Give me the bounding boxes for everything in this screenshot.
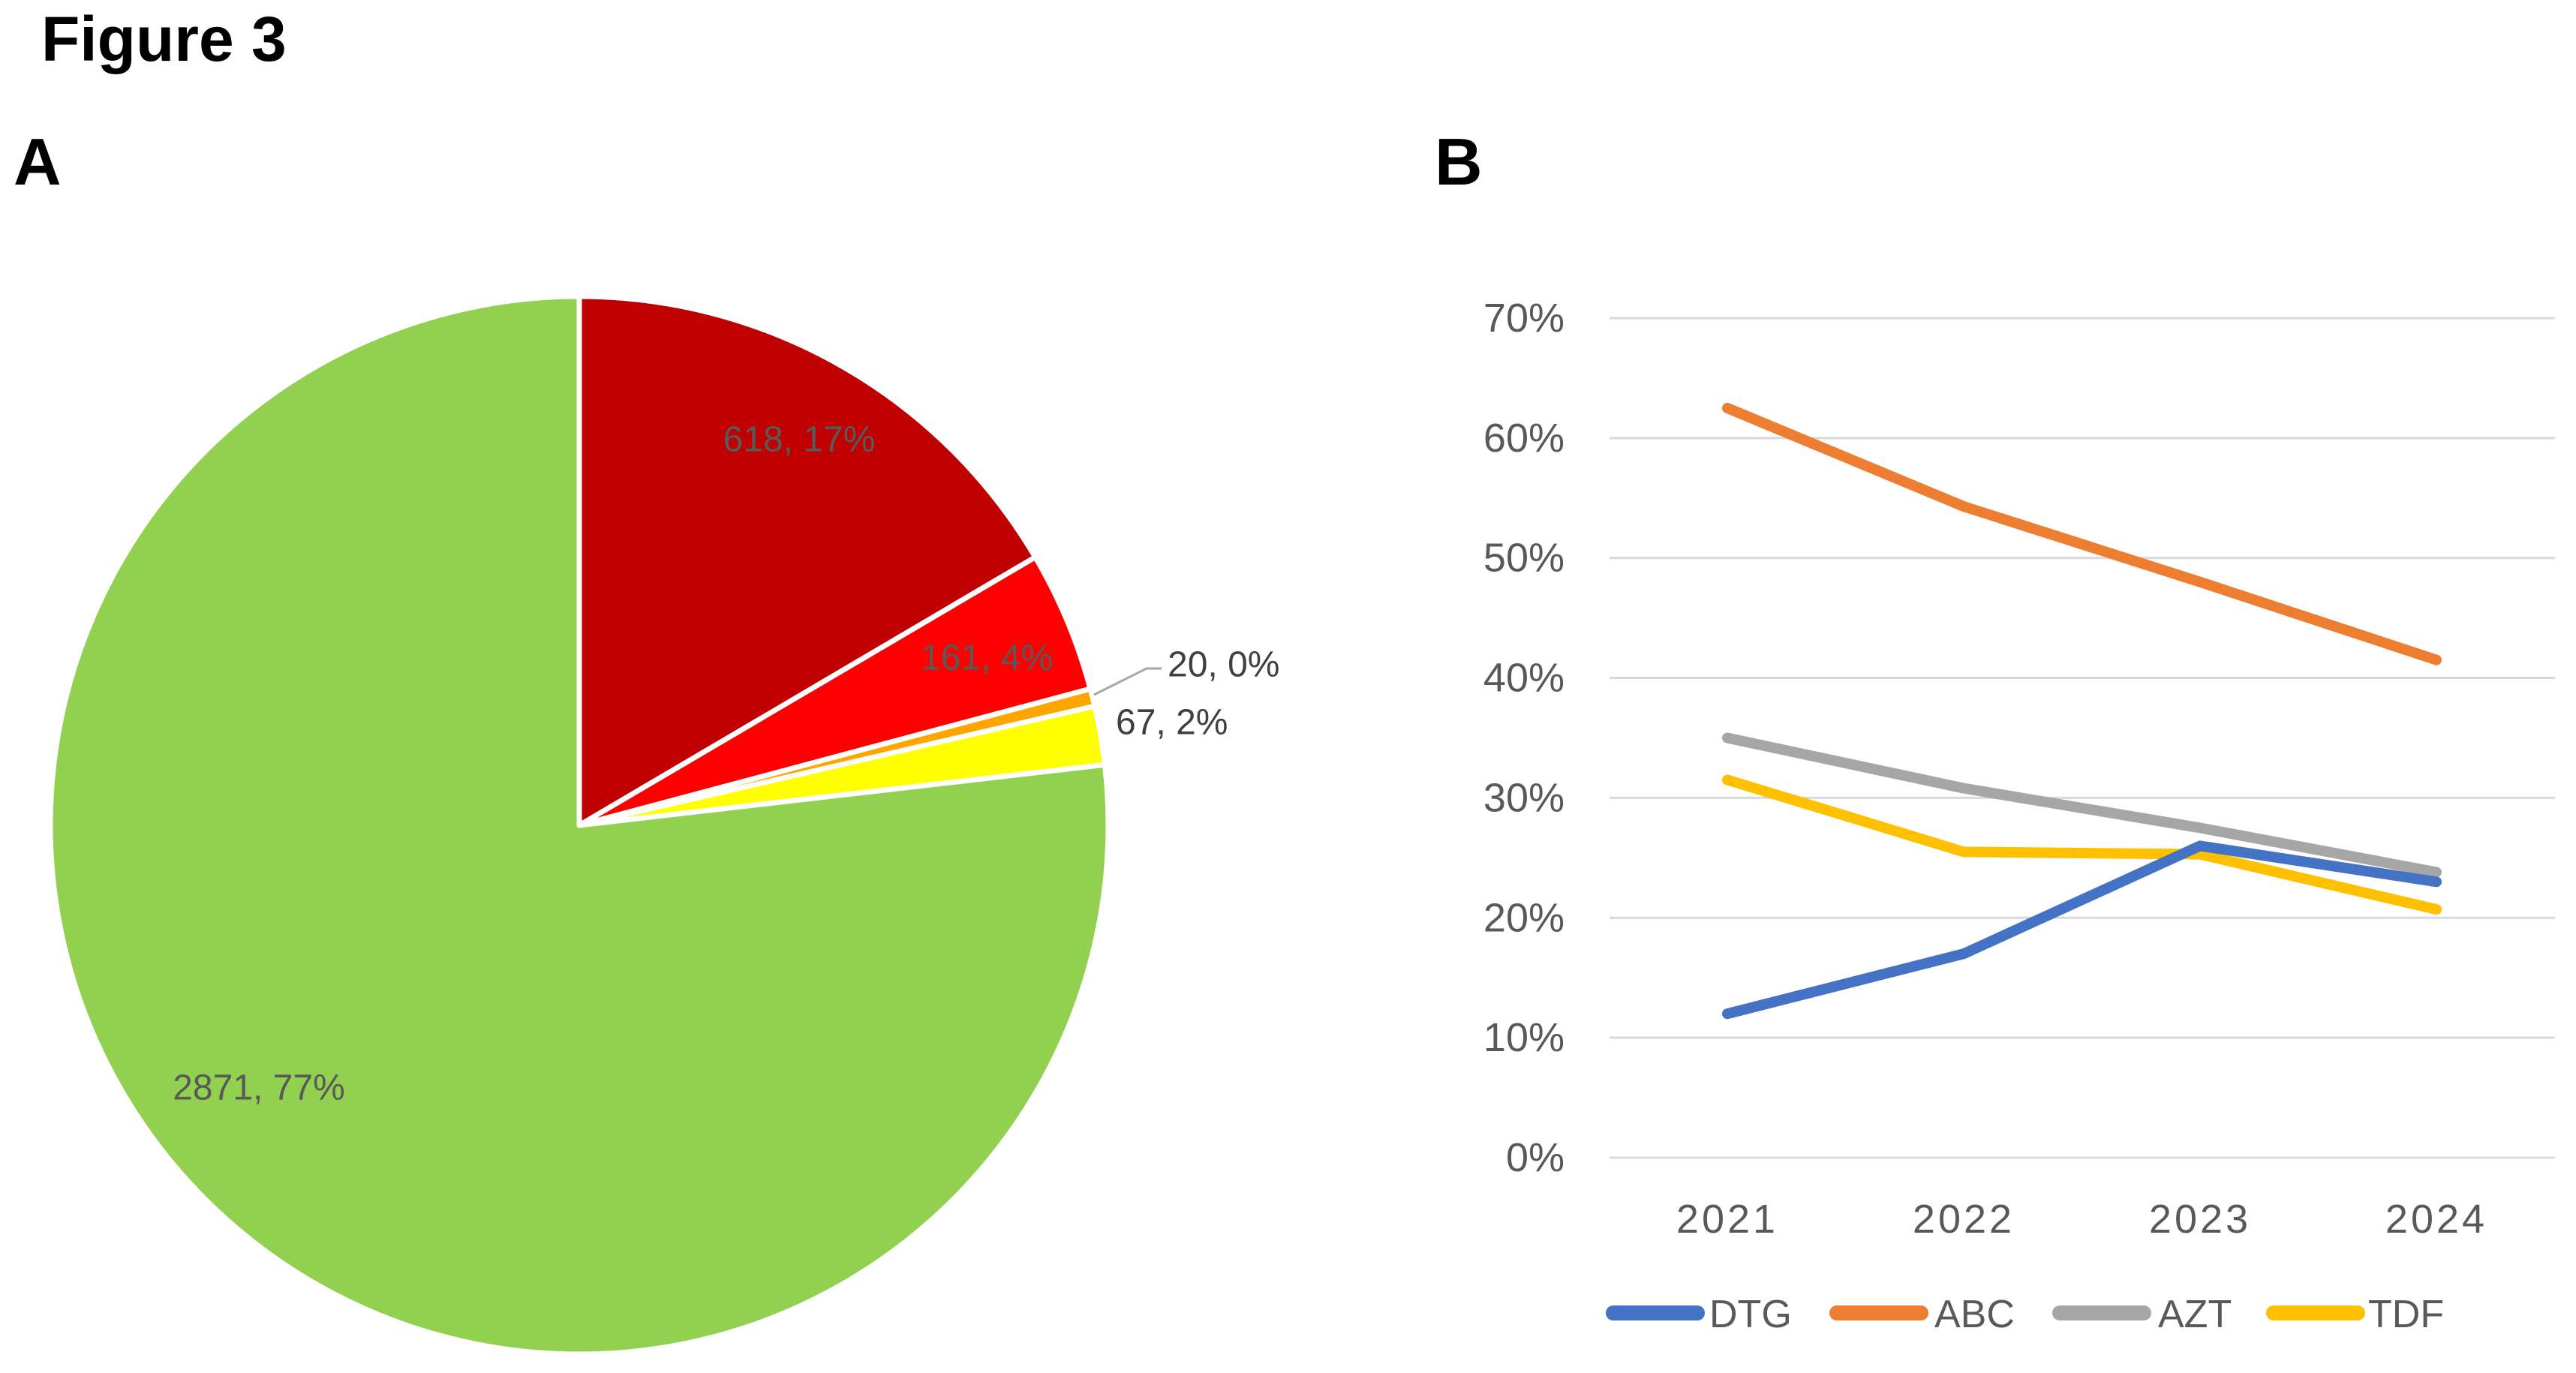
y-tick-label-40%: 40%	[1483, 656, 1565, 701]
legend-label-TDF: TDF	[2368, 1293, 2444, 1336]
y-tick-label-30%: 30%	[1483, 775, 1565, 820]
y-tick-label-60%: 60%	[1483, 416, 1565, 461]
pie-slice-dark-red	[576, 293, 1039, 828]
y-tick-label-20%: 20%	[1483, 895, 1565, 940]
y-tick-label-10%: 10%	[1483, 1015, 1565, 1060]
panel-b-label: B	[1435, 125, 1483, 199]
x-tick-label-2023: 2023	[2149, 1197, 2251, 1242]
legend-label-AZT: AZT	[2158, 1293, 2232, 1336]
series-line-DTG	[1722, 840, 2442, 1020]
legend-label-ABC: ABC	[1934, 1293, 2015, 1336]
figure-title: Figure 3	[41, 4, 287, 74]
pie-slice-label-dark-red: 618, 17%	[723, 420, 876, 460]
x-tick-label-2024: 2024	[2385, 1197, 2487, 1242]
pie-slice-label-yellow: 67, 2%	[1116, 703, 1228, 743]
pie-slice-label-green: 2871, 77%	[173, 1068, 345, 1108]
series-line-AZT	[1722, 732, 2442, 878]
legend-label-DTG: DTG	[1709, 1293, 1792, 1336]
x-tick-label-2022: 2022	[1913, 1197, 2015, 1242]
pie-slice-label-orange: 20, 0%	[1168, 645, 1279, 685]
series-line-ABC	[1722, 402, 2442, 665]
y-tick-label-0%: 0%	[1506, 1135, 1565, 1180]
pie-slice-red	[576, 554, 1093, 828]
pie-slice-green	[47, 293, 1111, 1357]
pie-slice-label-red: 161, 4%	[921, 638, 1053, 678]
x-tick-label-2021: 2021	[1676, 1197, 1778, 1242]
y-tick-label-70%: 70%	[1483, 296, 1565, 341]
panel-a-label: A	[14, 125, 62, 199]
y-tick-label-50%: 50%	[1483, 536, 1565, 581]
leader-line-orange-slice	[1093, 667, 1162, 696]
series-line-TDF	[1722, 774, 2442, 915]
